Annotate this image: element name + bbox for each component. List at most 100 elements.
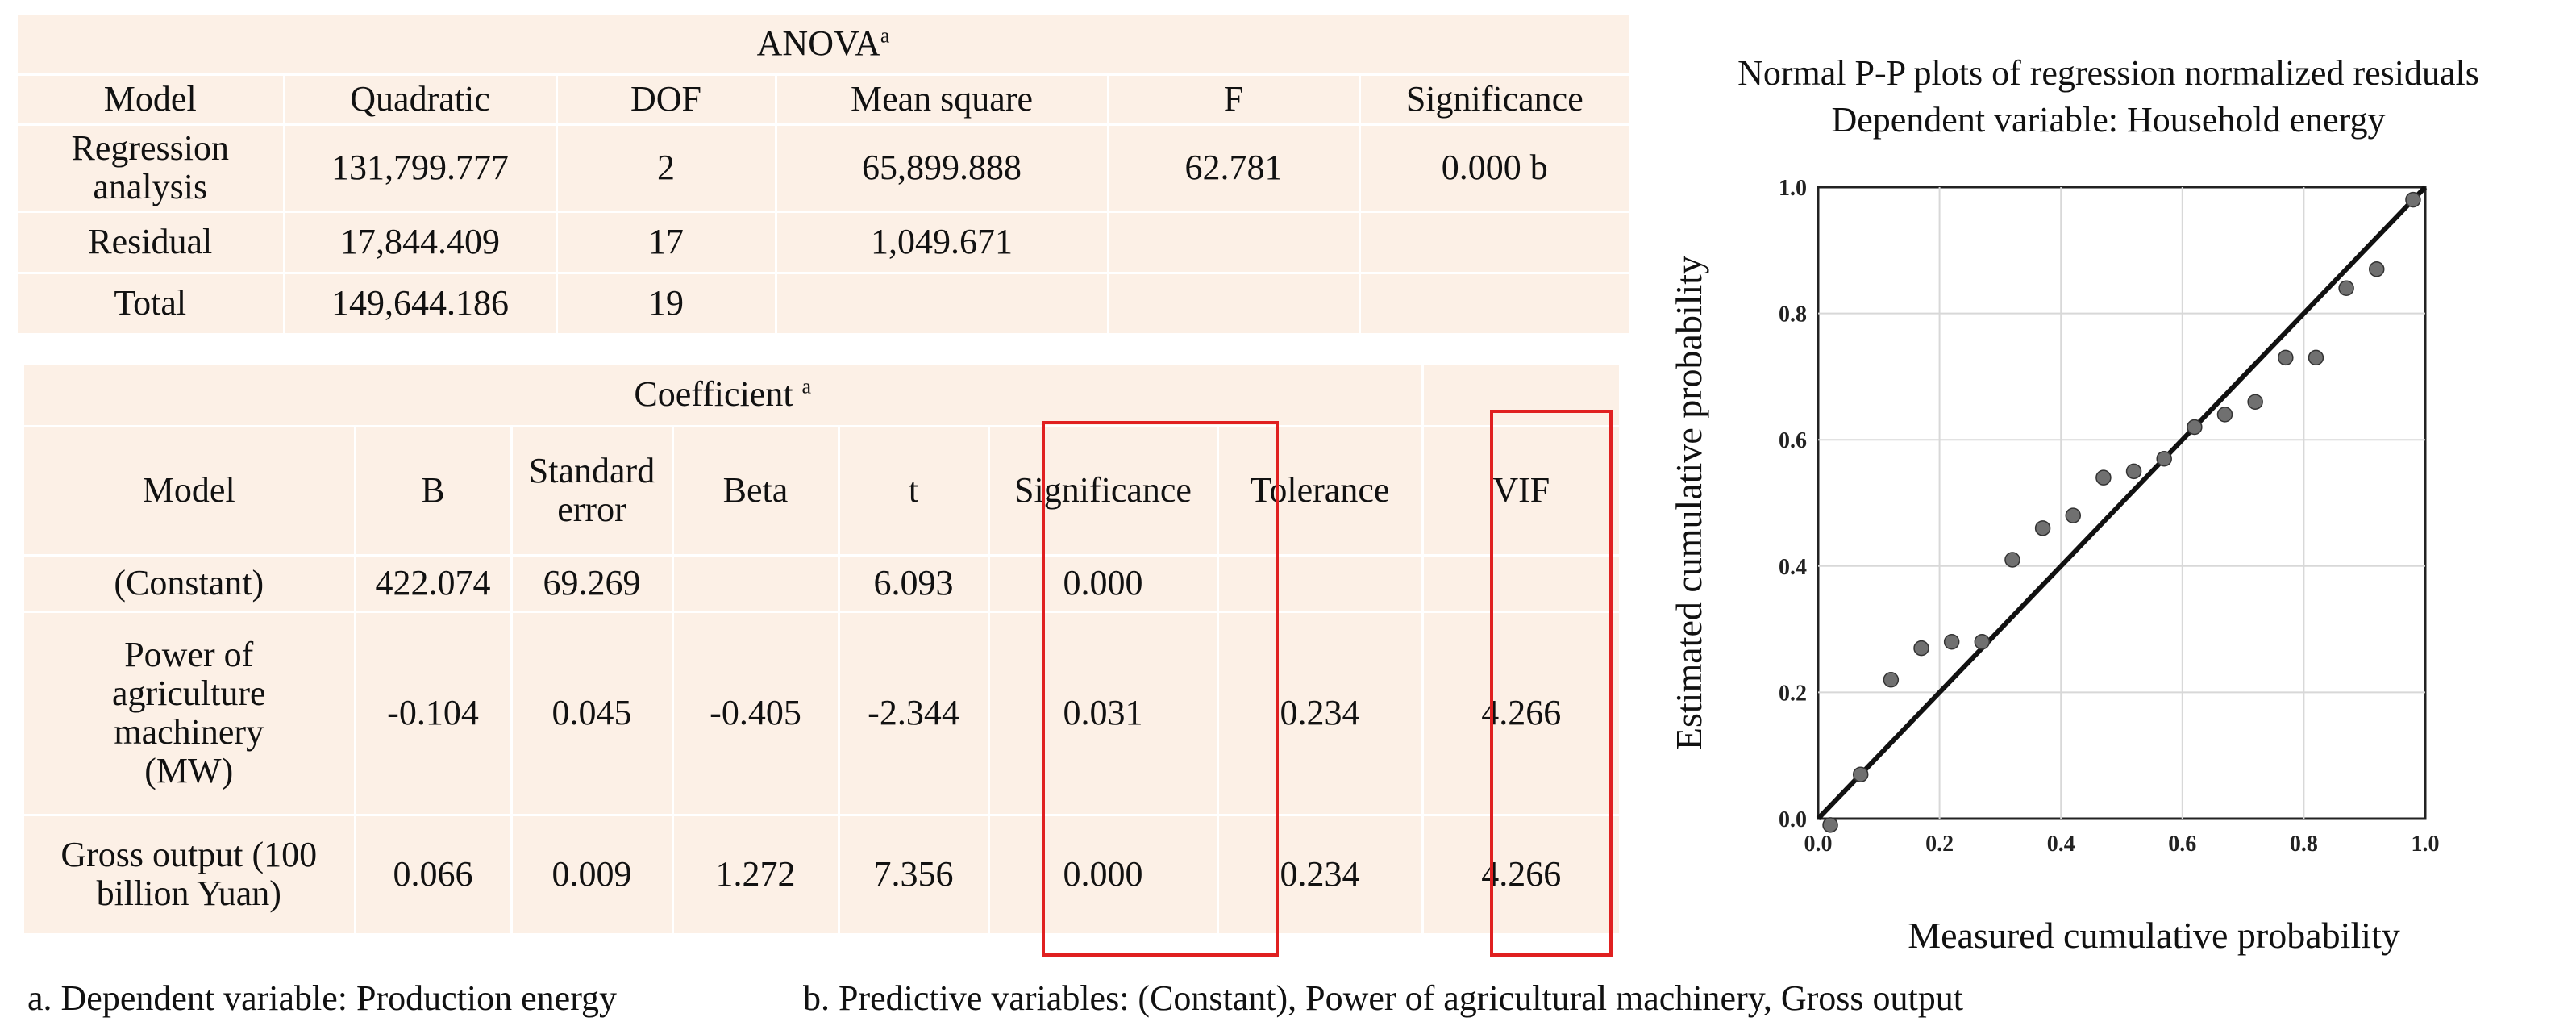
table-row: Gross output (100 billion Yuan) 0.066 0.…	[24, 815, 1620, 936]
reference-line	[1816, 185, 2428, 821]
coef-cell-t: 6.093	[839, 555, 990, 613]
anova-cell-dof: 2	[556, 124, 777, 213]
coef-header-beta: Beta	[672, 426, 840, 557]
anova-cell-dof: 17	[556, 211, 777, 274]
coefficient-table: Coefficient a Model B Standard error Bet…	[24, 365, 1620, 936]
anova-cell-dof: 19	[556, 273, 777, 336]
chart-title-block: Normal P-P plots of regression normalize…	[1645, 50, 2572, 144]
coef-cell-significance: 0.031	[988, 611, 1219, 816]
anova-cell-f	[1108, 273, 1361, 336]
table-row: Residual 17,844.409 17 1,049.671	[18, 211, 1629, 274]
data-point	[1913, 640, 1929, 657]
coef-cell-standard-error: 69.269	[511, 555, 674, 613]
table-row: Total 149,644.186 19	[18, 273, 1629, 336]
data-point	[1974, 634, 1991, 650]
anova-cell-f	[1108, 211, 1361, 274]
coef-cell-tolerance: 0.234	[1217, 815, 1424, 936]
coef-cell-t: 7.356	[839, 815, 990, 936]
data-point	[2369, 261, 2385, 277]
chart-subtitle: Dependent variable: Household energy	[1831, 100, 2386, 140]
coef-cell-b: 0.066	[355, 815, 513, 936]
coef-header-tolerance: Tolerance	[1217, 426, 1424, 557]
footnote-b: b. Predictive variables: (Constant), Pow…	[803, 978, 1964, 1018]
x-axis-label: Measured cumulative probability	[1908, 915, 2400, 956]
coef-cell-vif: 4.266	[1422, 815, 1620, 936]
coef-cell-b: -0.104	[355, 611, 513, 816]
data-point	[2308, 349, 2324, 366]
data-point	[1822, 817, 1838, 833]
data-point	[2034, 520, 2051, 536]
coef-cell-vif	[1422, 555, 1620, 613]
coef-cell-model: Gross output (100 billion Yuan)	[24, 815, 356, 936]
coef-cell-b: 422.074	[355, 555, 513, 613]
anova-cell-significance	[1359, 273, 1629, 336]
coef-cell-standard-error: 0.009	[511, 815, 674, 936]
coef-cell-tolerance: 0.234	[1217, 611, 1424, 816]
axis-ticks: 0.0 0.2 0.4 0.6 0.8 1.0 0.0 0.2 0.4 0.6 0.8 1.0	[1779, 176, 2440, 857]
coef-cell-t: -2.344	[839, 611, 990, 816]
coef-cell-significance: 0.000	[988, 555, 1219, 613]
x-tick-label: 0.8	[2290, 832, 2318, 857]
data-point	[2095, 469, 2112, 486]
coef-cell-tolerance	[1217, 555, 1424, 613]
data-point	[2338, 280, 2354, 297]
y-tick-label: 0.6	[1779, 428, 1807, 453]
vif-highlight-box	[1490, 410, 1613, 957]
significance-highlight-box	[1042, 421, 1279, 957]
anova-header-quadratic: Quadratic	[284, 74, 558, 126]
data-points	[1822, 191, 2421, 833]
anova-cell-model: Residual	[18, 211, 285, 274]
coef-header-b: B	[355, 426, 513, 557]
y-tick-label: 0.2	[1779, 681, 1807, 706]
anova-header-significance: Significance	[1359, 74, 1629, 126]
anova-cell-quadratic: 17,844.409	[284, 211, 558, 274]
coef-cell-model: Power of agriculture machinery (MW)	[24, 611, 356, 816]
data-point	[1943, 634, 1960, 650]
anova-cell-f: 62.781	[1108, 124, 1361, 213]
coef-header-model: Model	[24, 426, 356, 557]
pp-plot: 0.0 0.2 0.4 0.6 0.8 1.0 0.0 0.2 0.4 0.6 0.8 1.0 Mea…	[1668, 176, 2440, 956]
y-axis-label: Estimated cumulative probability	[1668, 256, 1709, 750]
coef-cell-beta: -0.405	[672, 611, 840, 816]
data-point	[2278, 349, 2294, 366]
y-tick-label: 0.0	[1779, 807, 1807, 832]
data-point	[2156, 450, 2172, 467]
coef-cell-vif: 4.266	[1422, 611, 1620, 816]
coef-header-vif: VIF	[1422, 426, 1620, 557]
table-row: (Constant) 422.074 69.269 6.093 0.000	[24, 555, 1620, 613]
anova-cell-quadratic: 131,799.777	[284, 124, 558, 213]
anova-cell-mean-square	[776, 273, 1109, 336]
data-point	[1883, 671, 1900, 688]
table-row: Regression analysis 131,799.777 2 65,899…	[18, 124, 1629, 213]
table-row: Power of agriculture machinery (MW) -0.1…	[24, 611, 1620, 816]
anova-table: ANOVAa Model Quadratic DOF Mean square F…	[18, 15, 1629, 336]
data-point	[2004, 552, 2020, 568]
coef-cell-beta	[672, 555, 840, 613]
anova-title: ANOVAa	[18, 15, 1629, 76]
coefficient-title: Coefficient a	[24, 365, 1424, 427]
anova-header-mean-square: Mean square	[776, 74, 1109, 126]
y-tick-label: 0.8	[1779, 302, 1807, 327]
x-tick-label: 0.0	[1804, 832, 1833, 857]
data-point	[2216, 407, 2233, 423]
coef-cell-significance: 0.000	[988, 815, 1219, 936]
anova-cell-mean-square: 1,049.671	[776, 211, 1109, 274]
footnote-a: a. Dependent variable: Production energy	[27, 978, 618, 1018]
coef-cell-model: (Constant)	[24, 555, 356, 613]
coef-header-significance: Significance	[988, 426, 1219, 557]
coef-cell-beta: 1.272	[672, 815, 840, 936]
coef-header-t: t	[839, 426, 990, 557]
data-point	[2125, 463, 2142, 480]
anova-cell-model: Regression analysis	[18, 124, 285, 213]
anova-header-model: Model	[18, 74, 285, 126]
x-tick-label: 0.4	[2047, 832, 2075, 857]
data-point	[2247, 394, 2263, 410]
anova-cell-mean-square: 65,899.888	[776, 124, 1109, 213]
x-tick-label: 0.2	[1925, 832, 1954, 857]
coefficient-title-spacer	[1422, 365, 1620, 427]
chart-title: Normal P-P plots of regression normalize…	[1737, 53, 2479, 93]
anova-header-dof: DOF	[556, 74, 777, 126]
anova-cell-model: Total	[18, 273, 285, 336]
data-point	[2187, 419, 2203, 436]
x-tick-label: 1.0	[2412, 832, 2440, 857]
